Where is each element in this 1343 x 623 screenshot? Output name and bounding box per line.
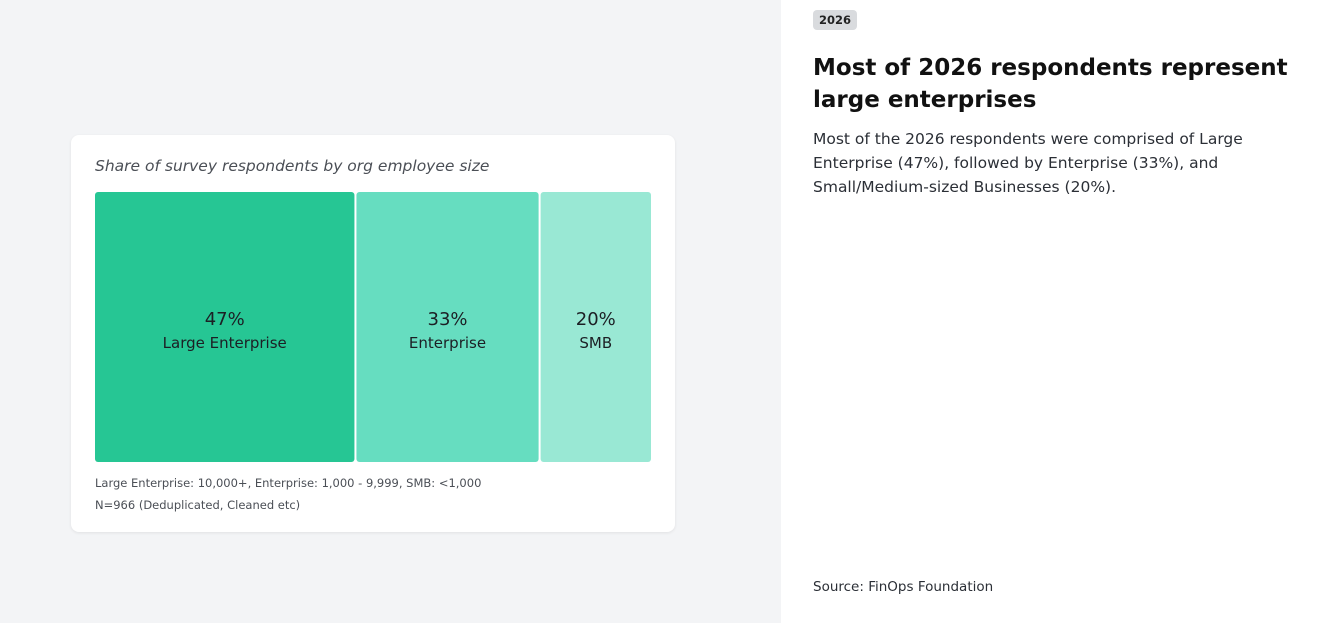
- treemap-value-label: 33%: [428, 309, 468, 330]
- insight-headline: Most of 2026 respondents represent large…: [813, 55, 1288, 113]
- chart-panel: Share of survey respondents by org emplo…: [71, 135, 675, 532]
- year-badge: 2026: [813, 10, 858, 30]
- treemap-category-label: Large Enterprise: [163, 334, 287, 352]
- treemap-cell-enterprise: 33% Enterprise: [356, 192, 539, 462]
- treemap-cell-large-enterprise: 47% Large Enterprise: [95, 192, 355, 462]
- source-attribution: Source: FinOps Foundation: [813, 579, 994, 595]
- chart-footnote-size-definitions: Large Enterprise: 10,000+, Enterprise: 1…: [95, 476, 482, 490]
- treemap-rect-enterprise: [356, 192, 539, 462]
- treemap-chart: 47% Large Enterprise 33% Enterprise 20% SMB: [95, 192, 651, 462]
- treemap-cell-smb: 20% SMB: [540, 192, 651, 462]
- treemap-value-label: 47%: [205, 309, 245, 330]
- treemap-value-label: 20%: [576, 309, 616, 330]
- treemap-category-label: Enterprise: [409, 334, 486, 352]
- treemap-category-label: SMB: [579, 334, 612, 352]
- chart-title: Share of survey respondents by org emplo…: [95, 157, 490, 175]
- treemap-svg: 47% Large Enterprise 33% Enterprise 20% SMB: [95, 192, 651, 462]
- treemap-rect-large-enterprise: [95, 192, 355, 462]
- insight-description: Most of the 2026 respondents were compri…: [813, 130, 1243, 196]
- insight-panel: 2026 Most of 2026 respondents represent …: [781, 0, 1343, 623]
- treemap-rect-smb: [540, 192, 651, 462]
- chart-card: Share of survey respondents by org emplo…: [71, 135, 675, 532]
- chart-footnote-sample-size: N=966 (Deduplicated, Cleaned etc): [95, 498, 301, 512]
